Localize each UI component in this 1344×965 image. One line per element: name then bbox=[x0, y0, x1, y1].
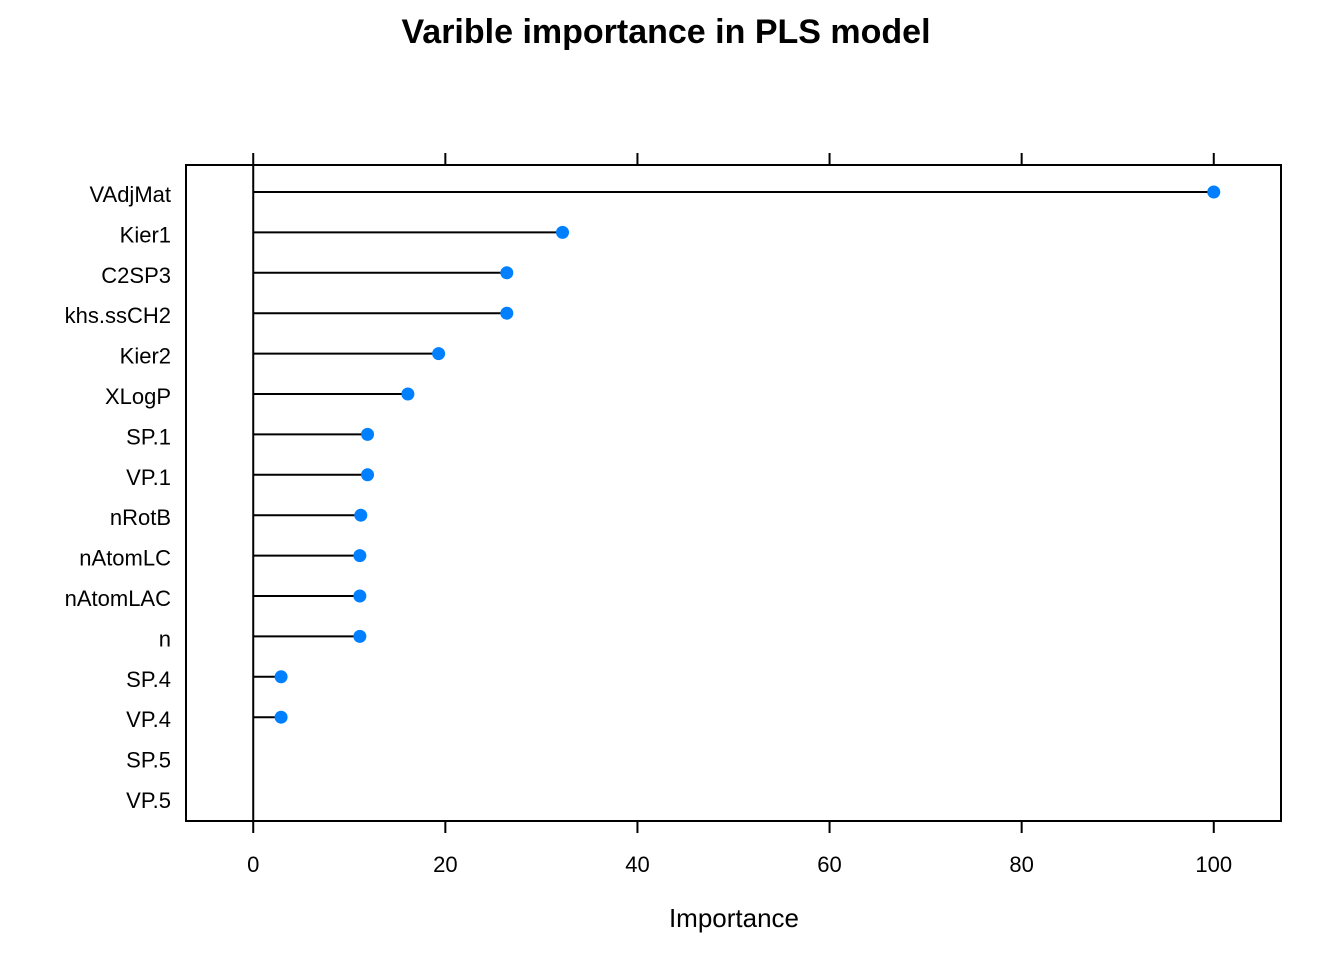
category-label: n bbox=[159, 626, 171, 651]
importance-point bbox=[361, 427, 375, 441]
x-tick-label: 40 bbox=[625, 852, 649, 877]
category-label: SP.1 bbox=[126, 424, 171, 449]
importance-point bbox=[353, 629, 367, 643]
category-label: Kier2 bbox=[120, 344, 171, 369]
category-label: Kier1 bbox=[120, 222, 171, 247]
importance-point bbox=[556, 225, 570, 239]
category-label: VP.4 bbox=[126, 707, 171, 732]
category-label: C2SP3 bbox=[101, 263, 171, 288]
chart-marks: 0 20 40 60 80 100 VAdjMat Kier1 C2SP3 khs.ssCH2 Ki… bbox=[65, 153, 1232, 877]
category-label: VP.5 bbox=[126, 788, 171, 813]
category-label: VAdjMat bbox=[89, 182, 171, 207]
x-tick-label: 100 bbox=[1195, 852, 1232, 877]
x-tick-label: 80 bbox=[1009, 852, 1033, 877]
importance-point bbox=[353, 589, 367, 603]
chart-title: Varible importance in PLS model bbox=[401, 13, 930, 51]
importance-point bbox=[354, 508, 368, 522]
importance-point bbox=[401, 387, 415, 401]
category-label: SP.4 bbox=[126, 667, 171, 692]
category-label: khs.ssCH2 bbox=[65, 303, 171, 328]
category-label: nRotB bbox=[110, 505, 171, 530]
category-label: SP.5 bbox=[126, 748, 171, 773]
importance-point bbox=[274, 670, 288, 684]
importance-point bbox=[361, 468, 375, 482]
importance-point bbox=[432, 347, 446, 361]
category-label: nAtomLAC bbox=[65, 586, 171, 611]
plot-frame bbox=[185, 164, 1282, 822]
category-label: nAtomLC bbox=[79, 546, 171, 571]
importance-point bbox=[274, 710, 288, 724]
x-tick-label: 60 bbox=[817, 852, 841, 877]
importance-point bbox=[1207, 185, 1221, 199]
importance-point bbox=[500, 306, 514, 320]
category-label: VP.1 bbox=[126, 465, 171, 490]
x-tick-label: 20 bbox=[433, 852, 457, 877]
x-axis-label: Importance bbox=[669, 903, 799, 933]
category-label: XLogP bbox=[105, 384, 171, 409]
x-tick-label: 0 bbox=[247, 852, 259, 877]
importance-point bbox=[500, 266, 514, 280]
importance-point bbox=[353, 549, 367, 563]
